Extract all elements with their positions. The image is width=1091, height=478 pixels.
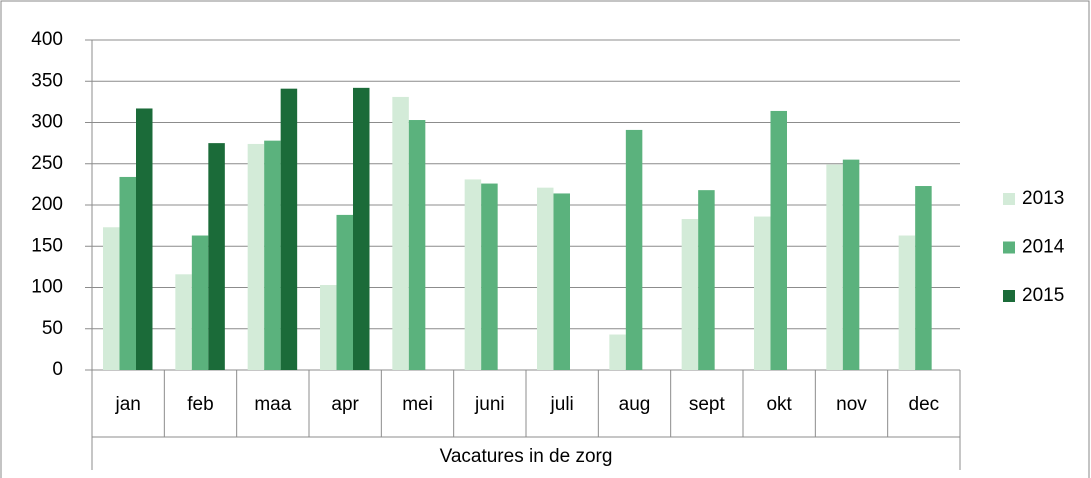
bar: [681, 219, 699, 370]
legend-label: 2013: [1022, 188, 1064, 209]
x-tick-label: juni: [474, 394, 505, 415]
bar: [842, 159, 860, 370]
bar: [136, 108, 153, 370]
legend-label: 2015: [1022, 285, 1064, 306]
bar: [915, 186, 932, 370]
x-tick-label: mei: [402, 394, 433, 415]
bar: [537, 187, 554, 370]
x-tick-label: aug: [619, 394, 651, 415]
bar: [103, 227, 120, 370]
x-tick-label: apr: [331, 394, 359, 415]
x-tick-label: dec: [909, 394, 940, 415]
bar: [481, 183, 498, 370]
bar: [408, 120, 426, 371]
legend-label: 2014: [1022, 237, 1065, 258]
bar: [826, 164, 843, 370]
bar: [609, 334, 626, 370]
y-tick-label: 0: [52, 359, 63, 380]
y-tick-label: 50: [42, 318, 63, 339]
bar: [208, 143, 225, 370]
y-tick-label: 150: [31, 235, 63, 256]
x-axis-label: Vacatures in de zorg: [440, 446, 613, 467]
bar: [175, 274, 192, 370]
bar: [464, 179, 482, 370]
bar: [698, 190, 715, 370]
y-tick-label: 250: [31, 153, 63, 174]
x-tick-label: sept: [689, 394, 726, 415]
legend-swatch: [1003, 193, 1015, 205]
bar: [625, 129, 643, 370]
bar: [770, 110, 787, 370]
bar: [119, 176, 136, 370]
legend-swatch: [1003, 241, 1015, 254]
legend-swatch: [1003, 290, 1015, 302]
bar: [392, 96, 409, 371]
bar: [264, 140, 281, 370]
y-tick-label: 200: [31, 194, 63, 215]
y-tick-label: 350: [31, 70, 63, 91]
bar: [191, 235, 209, 370]
y-tick-label: 100: [31, 277, 63, 298]
y-tick-label: 300: [31, 112, 63, 133]
bar: [553, 193, 570, 370]
x-tick-label: nov: [836, 394, 867, 415]
x-tick-label: jan: [114, 394, 140, 415]
y-tick-label: 400: [31, 29, 63, 50]
bar: [754, 216, 771, 370]
bar: [280, 88, 298, 371]
bar: [336, 214, 353, 370]
bar: [320, 285, 337, 370]
x-tick-label: maa: [254, 394, 291, 415]
x-tick-label: okt: [766, 394, 792, 415]
bar: [247, 143, 265, 370]
x-tick-label: juli: [550, 394, 574, 415]
bar: [353, 87, 370, 370]
x-tick-label: feb: [187, 394, 213, 415]
bar: [898, 235, 916, 370]
